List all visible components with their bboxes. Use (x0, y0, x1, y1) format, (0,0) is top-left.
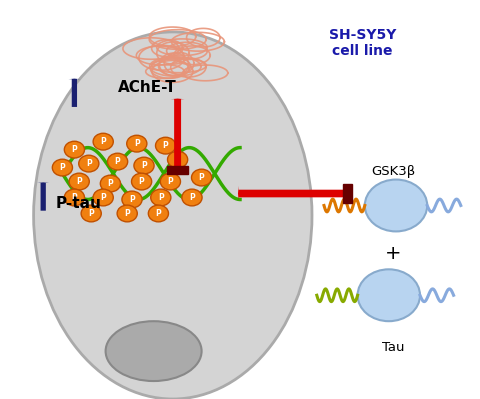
Text: P: P (158, 193, 164, 202)
Circle shape (69, 173, 89, 190)
Circle shape (122, 191, 142, 208)
Circle shape (64, 141, 84, 158)
Circle shape (93, 189, 113, 206)
Text: P: P (129, 195, 135, 204)
Text: P: P (134, 139, 140, 148)
Circle shape (365, 180, 427, 231)
Text: P: P (189, 193, 195, 202)
Text: GSK3β: GSK3β (372, 164, 416, 178)
Bar (167, 166, 188, 174)
Circle shape (182, 189, 202, 206)
Text: P: P (139, 177, 144, 186)
Text: P: P (88, 209, 94, 218)
Circle shape (64, 189, 84, 206)
Circle shape (81, 205, 101, 222)
Ellipse shape (106, 321, 202, 381)
Circle shape (52, 159, 72, 176)
Circle shape (358, 269, 420, 321)
Circle shape (168, 151, 188, 168)
Text: P-tau: P-tau (55, 196, 101, 211)
Text: P: P (60, 163, 65, 172)
Text: Tau: Tau (383, 341, 405, 354)
Text: P: P (168, 177, 173, 186)
Text: P: P (100, 137, 106, 146)
Text: +: + (385, 244, 402, 263)
Ellipse shape (34, 32, 312, 399)
Circle shape (93, 133, 113, 150)
Circle shape (148, 205, 168, 222)
Text: P: P (124, 209, 130, 218)
Text: P: P (100, 193, 106, 202)
Text: P: P (141, 161, 147, 170)
Circle shape (192, 169, 212, 186)
Circle shape (79, 155, 99, 172)
Text: SH-SY5Y
cell line: SH-SY5Y cell line (329, 28, 396, 58)
Text: P: P (163, 141, 168, 150)
Circle shape (160, 173, 180, 190)
Text: P: P (86, 159, 92, 168)
Text: P: P (115, 157, 120, 166)
Circle shape (108, 153, 128, 170)
Circle shape (127, 135, 147, 152)
Circle shape (117, 205, 137, 222)
Text: AChE-T: AChE-T (118, 80, 176, 95)
Text: P: P (175, 155, 180, 164)
Text: P: P (108, 179, 113, 188)
Text: P: P (199, 173, 204, 182)
Text: P: P (156, 209, 161, 218)
Circle shape (151, 189, 171, 206)
Circle shape (132, 173, 152, 190)
Circle shape (156, 137, 176, 154)
Text: P: P (72, 193, 77, 202)
Circle shape (134, 157, 154, 174)
Bar (343, 184, 352, 203)
Text: P: P (72, 145, 77, 154)
Text: P: P (76, 177, 82, 186)
Circle shape (100, 175, 120, 192)
